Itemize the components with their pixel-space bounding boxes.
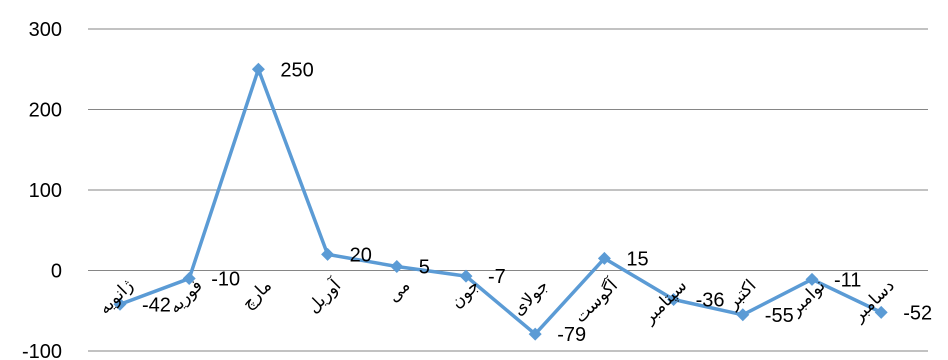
- series-line: [119, 67, 882, 336]
- x-category-label-6: جون: [447, 276, 484, 313]
- x-category-label-7: جولای: [509, 276, 553, 320]
- gridlines: [88, 28, 928, 352]
- data-point-marker-6: [459, 269, 473, 283]
- data-point-marker-2: [182, 272, 196, 286]
- data-point-marker-8: [597, 251, 611, 265]
- data-label-11: -11: [834, 269, 861, 291]
- y-tick-label-300: 300: [29, 19, 62, 41]
- series-line-group: [119, 67, 882, 336]
- y-tick-label-200: 200: [29, 100, 62, 122]
- data-label-3: 250: [280, 59, 313, 81]
- y-tick-label--100: -100: [22, 341, 62, 360]
- data-label-6: -7: [488, 266, 506, 288]
- data-label-8: 15: [626, 248, 648, 270]
- data-label-4: 20: [350, 244, 372, 266]
- x-category-label-2: فوریه: [165, 276, 207, 318]
- data-point-marker-12: [874, 305, 888, 319]
- data-point-marker-4: [321, 247, 335, 261]
- data-label-7: -79: [557, 324, 586, 346]
- data-point-marker-10: [736, 308, 750, 322]
- data-point-marker-9: [667, 292, 681, 306]
- data-label-9: -36: [696, 289, 725, 311]
- data-point-marker-1: [113, 297, 127, 311]
- data-point-marker-7: [528, 327, 542, 341]
- data-label-5: 5: [419, 256, 430, 278]
- data-point-marker-11: [805, 272, 819, 286]
- y-tick-label-0: 0: [51, 261, 62, 283]
- y-tick-label-100: 100: [29, 180, 62, 202]
- data-label-12: -52: [903, 302, 932, 324]
- data-point-marker-3: [251, 62, 265, 76]
- y-axis-tick-labels: -100 0 100 200 300: [22, 19, 62, 360]
- series-markers: [113, 62, 888, 341]
- x-category-label-8: آگوست: [569, 274, 623, 328]
- x-category-label-4: آوریل: [302, 274, 346, 318]
- x-category-label-1: ژانویه: [95, 276, 138, 319]
- data-label-2: -10: [211, 269, 240, 291]
- x-category-label-5: می: [384, 276, 415, 307]
- data-label-1: -42: [142, 294, 171, 316]
- data-labels: -42 -10 250 20 5 -7 -79 15 -36 -55 -11 -52: [142, 59, 932, 346]
- data-label-10: -55: [765, 305, 794, 327]
- data-point-marker-5: [390, 259, 404, 273]
- x-category-label-3: مارچ: [238, 276, 276, 314]
